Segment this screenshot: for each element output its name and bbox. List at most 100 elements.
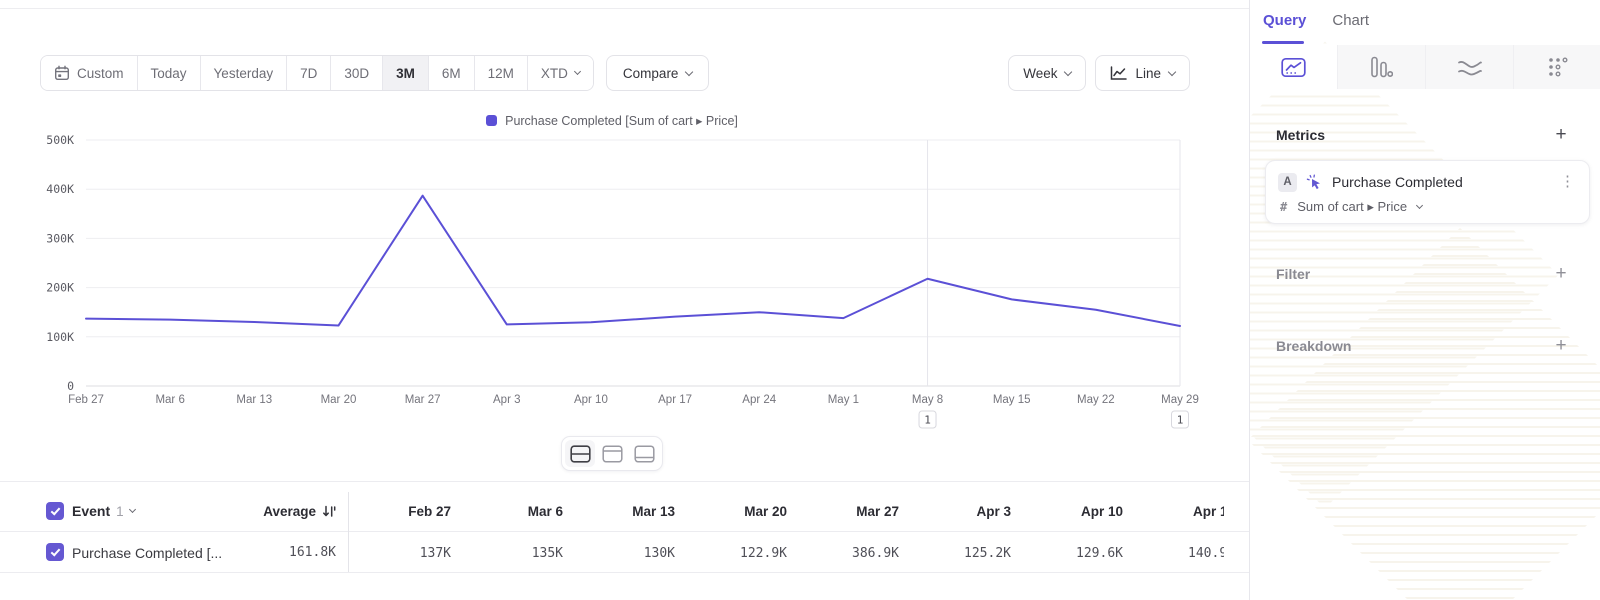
event-column-label: Event <box>72 503 111 519</box>
split-view-icon <box>569 444 591 463</box>
watermark <box>1250 227 1600 600</box>
chevron-down-icon <box>1416 201 1424 210</box>
range-today[interactable]: Today <box>137 56 201 90</box>
metric-menu-button[interactable]: ⋮ <box>1556 174 1579 189</box>
chevron-down-icon <box>573 67 581 76</box>
event-column-dropdown[interactable]: Event 1 <box>72 490 136 532</box>
date-value-cell: 140.9K <box>1188 545 1224 561</box>
tab-chart[interactable]: Chart <box>1332 12 1370 29</box>
layout-split-view-button[interactable] <box>565 440 595 467</box>
chart-type-button[interactable]: Line <box>1095 55 1190 91</box>
metric-letter-badge: A <box>1278 172 1297 192</box>
metric-aggregation-label: Sum of cart ▸ Price <box>1297 199 1408 214</box>
series-line[interactable] <box>85 194 1181 327</box>
display-controls: Week Line <box>999 55 1190 91</box>
x-axis-tick-label: May 22 <box>1077 394 1115 406</box>
range-label: Custom <box>77 65 124 81</box>
date-header-cells: Feb 27 Mar 6 Mar 13 Mar 20 Mar 27 Apr 3 Apr 10… <box>348 490 1224 532</box>
range-xtd[interactable]: XTD <box>527 56 593 90</box>
y-axis-tick-label: 200K <box>46 281 74 295</box>
date-value-cell: 129.6K <box>1076 545 1123 561</box>
y-axis-tick-label: 500K <box>46 133 74 147</box>
report-main-area: Custom Today Yesterday 7D 30D 3M 6M 12M XTD Comp… <box>0 8 1249 573</box>
annotation-badge[interactable] <box>918 410 937 429</box>
numeric-type-icon: # <box>1280 200 1288 214</box>
row-checkbox[interactable] <box>46 543 64 561</box>
range-12m[interactable]: 12M <box>474 56 528 90</box>
flows-icon <box>1457 61 1482 76</box>
insights-report-tab[interactable] <box>1250 45 1337 89</box>
date-header-cell: Mar 27 <box>856 503 899 519</box>
y-axis-tick-label: 0 <box>67 379 74 393</box>
header-divider <box>0 531 1249 532</box>
metric-card[interactable]: A Purchase Completed ⋮ # Sum of cart ▸ P… <box>1265 160 1590 224</box>
checkmark-icon <box>50 504 60 516</box>
date-range-segmented-control: Custom Today Yesterday 7D 30D 3M 6M 12M XTD <box>40 55 594 91</box>
line-chart-icon <box>1110 65 1128 81</box>
date-value-cells: 137K 135K 130K 122.9K 386.9K 125.2K 129.6K 140.… <box>348 532 1224 574</box>
retention-report-tab[interactable] <box>1513 45 1600 89</box>
calendar-icon <box>55 65 70 81</box>
range-3m[interactable]: 3M <box>383 56 429 90</box>
column-divider <box>348 492 349 573</box>
x-axis-tick-label: Apr 10 <box>574 394 608 406</box>
date-value-cell: 125.2K <box>964 545 1011 561</box>
tab-query[interactable]: Query <box>1263 12 1307 29</box>
funnels-report-tab[interactable] <box>1337 45 1425 89</box>
results-table: Event 1 Average Feb 27 Mar 6 Mar 13 Mar 20 M… <box>0 490 1249 573</box>
x-axis-tick-label: Mar 27 <box>405 394 441 406</box>
annotation-badge[interactable] <box>1171 410 1189 429</box>
add-filter-button[interactable]: + <box>1550 263 1572 285</box>
range-7d[interactable]: 7D <box>287 56 332 90</box>
range-label: 6M <box>441 65 461 81</box>
query-panel: Query Chart <box>1249 0 1600 600</box>
chevron-down-icon <box>685 67 694 76</box>
add-metric-button[interactable]: + <box>1550 124 1572 146</box>
metric-card-main-row: A Purchase Completed ⋮ <box>1278 172 1579 192</box>
x-axis-tick-label: Apr 24 <box>742 394 776 406</box>
chart-table-divider <box>0 481 1249 482</box>
date-value-cell: 135K <box>531 545 563 561</box>
row-divider <box>0 572 1249 573</box>
y-axis-tick-label: 400K <box>46 182 74 196</box>
average-label: Average <box>263 503 316 519</box>
panel-tabs: Query Chart <box>1263 10 1369 31</box>
granularity-button[interactable]: Week <box>1008 55 1087 91</box>
row-average-value: 161.8K <box>289 545 336 560</box>
layout-toggle-pill <box>561 436 663 471</box>
filter-heading: Filter <box>1276 266 1311 282</box>
date-header-cell: Apr 17 <box>1192 503 1224 519</box>
range-6m[interactable]: 6M <box>428 56 475 90</box>
date-value-cell: 386.9K <box>852 545 899 561</box>
chart-legend-item[interactable]: Purchase Completed [Sum of cart ▸ Price] <box>0 113 1224 128</box>
chart-type-label: Line <box>1135 65 1161 81</box>
select-all-checkbox[interactable] <box>46 502 64 520</box>
active-tab-underline <box>1262 41 1304 44</box>
metric-aggregation-dropdown[interactable]: # Sum of cart ▸ Price <box>1280 199 1424 215</box>
range-custom[interactable]: Custom <box>41 56 138 90</box>
layout-table-only-button[interactable] <box>629 440 659 467</box>
event-click-icon <box>1306 174 1323 191</box>
insights-icon <box>1281 57 1306 77</box>
date-header-cell: Apr 3 <box>976 503 1011 519</box>
x-axis-tick-label: May 29 <box>1161 394 1199 406</box>
line-chart[interactable]: 0 100K 200K 300K 400K 500K Feb 27 Mar 6 Mar 13 Ma… <box>0 133 1224 433</box>
average-column-header[interactable]: Average <box>200 490 336 532</box>
flows-report-tab[interactable] <box>1425 45 1513 89</box>
x-axis-tick-label: Apr 17 <box>658 394 692 406</box>
add-breakdown-button[interactable]: + <box>1550 335 1572 357</box>
event-count: 1 <box>116 503 124 519</box>
breakdown-heading: Breakdown <box>1276 338 1352 354</box>
layout-chart-only-button[interactable] <box>597 440 627 467</box>
date-header-cell: Apr 10 <box>1080 503 1123 519</box>
compare-label: Compare <box>622 65 679 81</box>
range-30d[interactable]: 30D <box>331 56 384 90</box>
range-yesterday[interactable]: Yesterday <box>200 56 288 90</box>
chart-only-icon <box>601 444 623 463</box>
compare-button[interactable]: Compare <box>605 55 710 91</box>
x-axis-tick-label: Apr 3 <box>493 394 521 406</box>
annotation-badge-count: 1 <box>1177 414 1184 427</box>
chevron-down-icon <box>128 505 136 514</box>
granularity-label: Week <box>1023 65 1058 81</box>
